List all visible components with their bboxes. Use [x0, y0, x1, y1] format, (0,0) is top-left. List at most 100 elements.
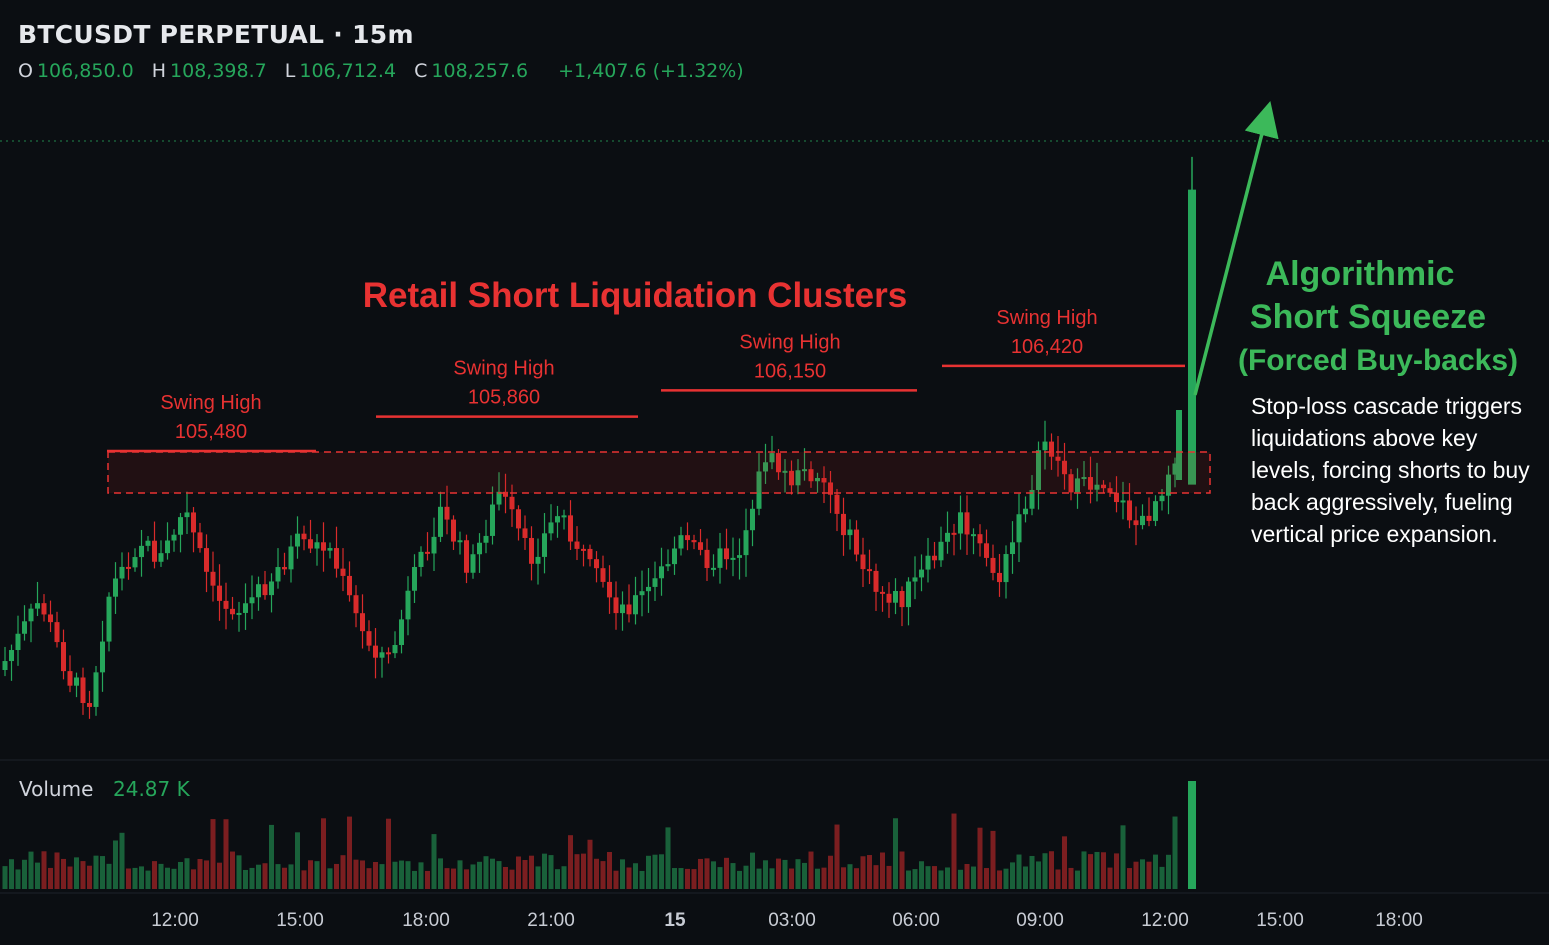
candle: [9, 644, 14, 681]
candle: [256, 576, 261, 611]
candle: [496, 472, 502, 511]
candle: [1094, 462, 1100, 502]
volume-bar: [639, 870, 645, 889]
volume-bar: [646, 855, 651, 889]
volume-bar: [860, 856, 866, 889]
x-tick-label: 09:00: [1016, 910, 1064, 931]
candle-body: [425, 551, 430, 554]
candle-body: [1153, 501, 1158, 521]
candle-body: [282, 567, 287, 570]
volume-bar: [568, 835, 573, 889]
volume-bar: [990, 830, 996, 889]
swing-high-value: 105,480: [175, 421, 247, 443]
candle: [386, 647, 391, 664]
candle-body: [126, 566, 131, 569]
candle: [880, 586, 885, 612]
candle: [477, 533, 482, 573]
volume-bar: [776, 858, 781, 889]
candle-body: [782, 470, 788, 473]
candle-body: [340, 568, 346, 576]
candle: [197, 522, 203, 553]
candle: [815, 472, 820, 493]
candle: [236, 601, 242, 632]
candle-body: [145, 540, 151, 546]
candle-body: [288, 546, 294, 570]
candle-body: [828, 482, 833, 495]
candle-body: [594, 559, 599, 569]
candle-body: [542, 533, 547, 557]
volume-bar: [373, 862, 378, 889]
candle: [61, 629, 66, 680]
volume-bar: [717, 867, 723, 889]
candle-body: [503, 491, 508, 497]
candle: [392, 631, 398, 659]
candle-body: [1055, 456, 1061, 461]
candle-body: [997, 572, 1002, 583]
candle: [730, 537, 736, 577]
candle-body: [958, 512, 963, 534]
candle: [600, 555, 606, 588]
candle: [555, 505, 560, 538]
volume-bar: [750, 852, 755, 889]
candle: [67, 655, 73, 693]
candle-body: [724, 548, 729, 560]
volume-bar: [379, 864, 385, 889]
ohlc-readout: O 106,850.0 H 108,398.7 L 106,712.4 C 108,25…: [18, 60, 744, 82]
volume-bar: [821, 867, 827, 889]
candle: [132, 548, 138, 572]
candle-body: [529, 537, 534, 564]
volume-bar: [28, 851, 34, 889]
candle-body: [789, 470, 794, 486]
volume-bar: [1042, 853, 1048, 889]
candle: [711, 554, 716, 577]
candle-body: [15, 633, 21, 651]
candle: [464, 534, 469, 584]
candle-body: [750, 508, 755, 531]
candle-body: [93, 672, 99, 707]
candle-body: [35, 603, 40, 609]
candle: [938, 526, 944, 567]
volume-bar: [236, 855, 242, 889]
candle-body: [327, 548, 333, 551]
candle: [48, 600, 53, 633]
volume-bar: [594, 858, 599, 889]
volume-bar: [483, 856, 489, 889]
volume-bar: [269, 824, 274, 889]
volume-bar: [132, 867, 138, 889]
candle-body: [613, 597, 619, 614]
candle: [828, 471, 833, 514]
candle-body: [139, 545, 144, 558]
candle: [548, 504, 554, 541]
candle-body: [22, 621, 27, 634]
high-value: 108,398.7: [170, 60, 267, 82]
candle: [509, 484, 515, 527]
candle-body: [171, 534, 177, 541]
candle: [698, 529, 703, 556]
swing-high-label: Swing High: [160, 392, 261, 414]
candle: [542, 513, 547, 574]
candle-body: [581, 548, 586, 551]
candle-body: [243, 603, 248, 613]
candle-body: [9, 650, 14, 662]
candle: [568, 500, 573, 550]
volume-bar: [145, 870, 151, 889]
candle-body: [230, 608, 235, 615]
candle: [490, 486, 495, 545]
candle-body: [639, 591, 645, 596]
volume-bar: [353, 859, 359, 889]
candle-body: [990, 557, 996, 573]
candle: [1101, 480, 1106, 493]
volume-bar: [880, 852, 885, 889]
volume-bar: [1062, 836, 1067, 889]
candle: [724, 528, 729, 570]
volume-bar: [997, 870, 1002, 889]
candle: [841, 497, 846, 556]
candle: [1003, 545, 1009, 599]
volume-bar: [737, 870, 742, 889]
volume-bar: [1172, 816, 1178, 889]
candle: [1140, 504, 1145, 530]
candle: [204, 534, 209, 593]
candle-body: [353, 595, 359, 614]
volume-bar: [139, 866, 144, 889]
